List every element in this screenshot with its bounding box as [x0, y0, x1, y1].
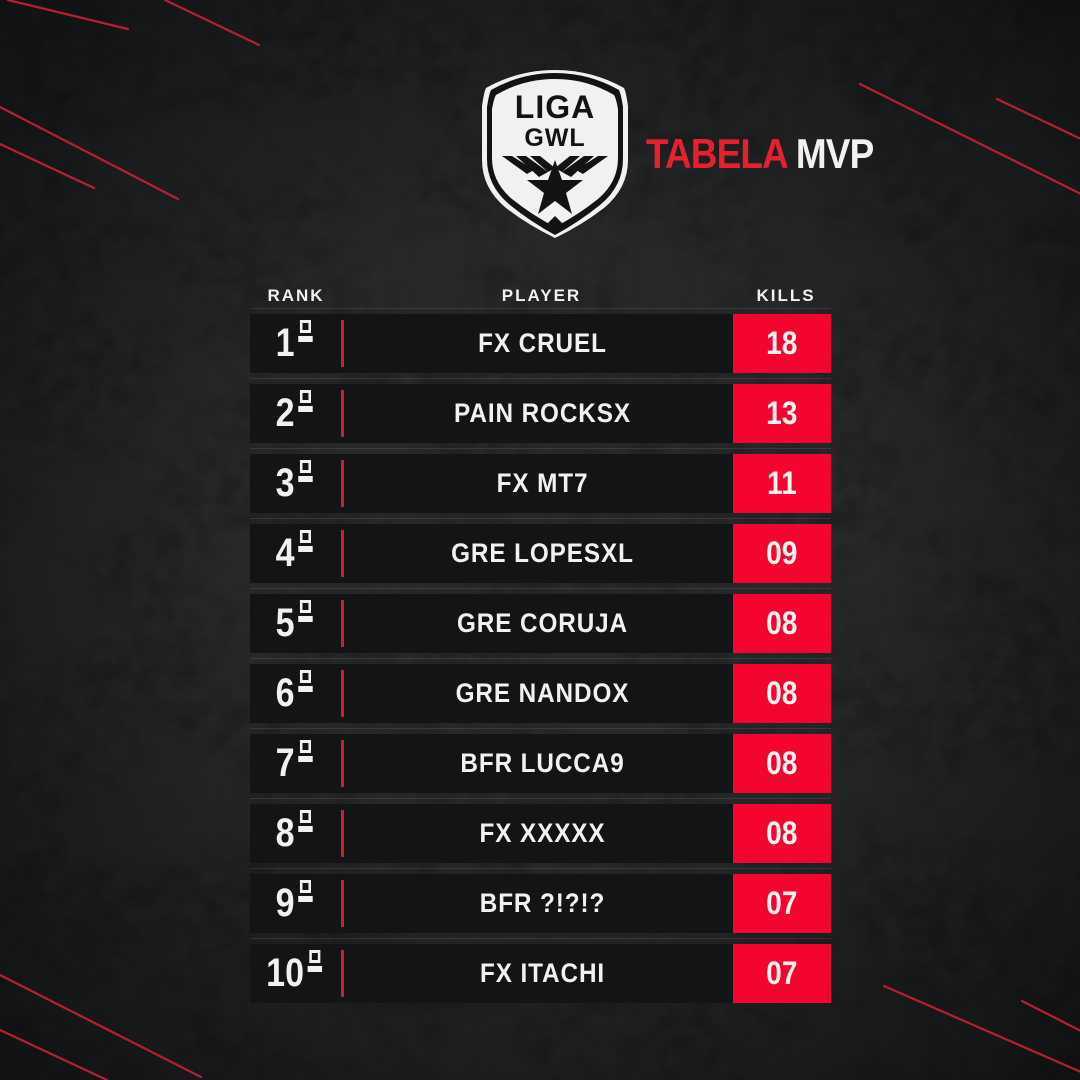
svg-text:GWL: GWL	[524, 124, 585, 152]
svg-text:LIGA: LIGA	[515, 89, 595, 125]
